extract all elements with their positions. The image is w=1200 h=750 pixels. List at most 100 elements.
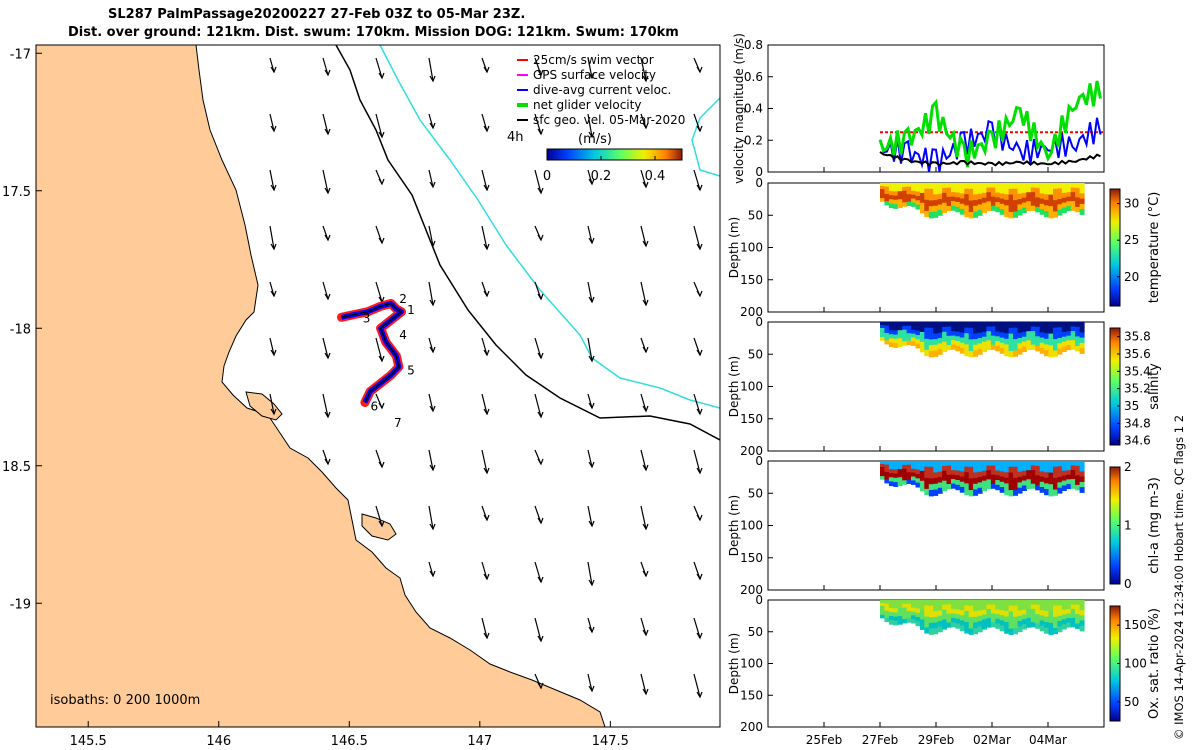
velocity-arrowhead <box>483 243 490 251</box>
profile-cell <box>1035 187 1041 194</box>
profile-cell <box>990 483 996 489</box>
velocity-arrowhead <box>642 464 649 472</box>
profile-cell <box>986 461 992 467</box>
profile-cell <box>959 610 965 616</box>
profile-cell <box>1035 618 1041 625</box>
profile-cell <box>897 334 903 339</box>
profile-cell <box>955 187 961 194</box>
profile-cell <box>990 608 996 614</box>
profile-cell <box>884 193 890 199</box>
profile-cell <box>1070 322 1076 328</box>
profile-cell <box>977 332 983 339</box>
profile-cell <box>1017 466 1023 473</box>
legend-entry: 25cm/s swim vector <box>533 53 654 67</box>
profile-cell <box>897 191 903 196</box>
profile-cell <box>1053 322 1058 329</box>
profile-cell <box>897 326 903 331</box>
profile-cell <box>986 187 992 193</box>
profile-cell <box>906 476 912 481</box>
profile-cell <box>1004 466 1010 473</box>
profile-cell <box>880 603 885 607</box>
profile-cell <box>1066 340 1072 346</box>
profile-cell <box>968 490 974 497</box>
profile-cell <box>911 202 916 207</box>
velocity-arrow <box>534 617 542 642</box>
profile-cell <box>902 468 908 474</box>
profile-cell <box>964 350 970 357</box>
profile-cell <box>995 345 1001 352</box>
profile-cell <box>1008 628 1014 635</box>
profile-cell <box>999 615 1005 621</box>
profile-cell <box>1075 461 1081 467</box>
profile-cell <box>919 480 925 487</box>
profile-cell <box>1053 605 1058 612</box>
profile-cell <box>924 483 930 490</box>
profile-cell <box>933 200 939 207</box>
profile-cell <box>911 337 916 342</box>
profile-cell <box>990 474 996 480</box>
profile-cell <box>1035 480 1041 486</box>
velocity-arrowhead <box>537 128 544 136</box>
profile-cell <box>1075 345 1081 352</box>
velocity-arrow <box>587 561 593 586</box>
profile-cell <box>1061 465 1067 472</box>
profile-cell <box>884 190 890 195</box>
velocity-arrowhead <box>642 629 649 637</box>
velocity-arrowhead <box>537 411 544 419</box>
profile-cell <box>1026 465 1032 471</box>
profile-cell <box>999 322 1005 328</box>
profile-cell <box>968 351 974 358</box>
profile-cell <box>1079 198 1085 205</box>
profile-cell <box>1021 336 1027 343</box>
profile-cell <box>986 479 992 485</box>
profile-cell <box>924 616 930 623</box>
profile-y-tick-label: 100 <box>740 519 763 533</box>
velocity-arrow <box>640 393 647 412</box>
profile-cell <box>1044 489 1050 496</box>
profile-cell <box>915 482 921 488</box>
velocity-arrow <box>428 393 434 412</box>
profile-cell <box>955 331 961 337</box>
profile-cell <box>884 183 890 188</box>
profile-cell <box>915 183 921 188</box>
profile-cell <box>1048 327 1054 335</box>
profile-cell <box>1004 461 1010 468</box>
profile-cell <box>880 183 885 187</box>
profile-cell <box>888 600 894 605</box>
profile-cell <box>1030 479 1036 485</box>
profile-cell <box>928 327 934 335</box>
profile-cell <box>955 604 961 610</box>
profile-cell <box>1004 188 1010 195</box>
profile-cell <box>884 325 890 330</box>
profile-cell <box>1053 622 1058 629</box>
profile-cell <box>959 347 965 354</box>
profile-cell <box>973 200 979 207</box>
profile-cell <box>1044 322 1050 329</box>
profile-cell <box>946 470 952 476</box>
colorbar-tick-label: 0.2 <box>591 169 612 184</box>
profile-cell <box>995 618 1001 625</box>
profile-cell <box>893 330 899 336</box>
profile-cell <box>1013 200 1018 207</box>
velocity-arrowhead <box>588 461 595 469</box>
profile-cell <box>937 183 943 189</box>
profile-cell <box>959 327 965 333</box>
profile-cell <box>999 209 1005 215</box>
profile-cell <box>1039 481 1045 488</box>
chart-title-line1: SL287 PalmPassage20200227 27-Feb 03Z to … <box>108 7 526 22</box>
profile-cell <box>888 604 894 609</box>
profile-cell <box>968 188 974 196</box>
profile-cell <box>942 480 948 487</box>
profile-panel-3: 0 50 100 150 200 Depth (m) 0 1 2 chl-a (mg m-3) <box>727 454 1162 597</box>
profile-cell <box>902 611 908 616</box>
profile-cell <box>1053 350 1058 357</box>
velocity-arrow <box>534 393 542 418</box>
profile-cell <box>968 605 974 612</box>
profile-cell <box>888 477 894 482</box>
velocity-arrowhead <box>696 243 703 251</box>
profile-cell <box>951 335 956 341</box>
profile-cell <box>1061 192 1067 199</box>
profile-cell <box>888 183 894 188</box>
profile-cell <box>1035 614 1041 620</box>
profile-cell <box>1075 604 1081 610</box>
